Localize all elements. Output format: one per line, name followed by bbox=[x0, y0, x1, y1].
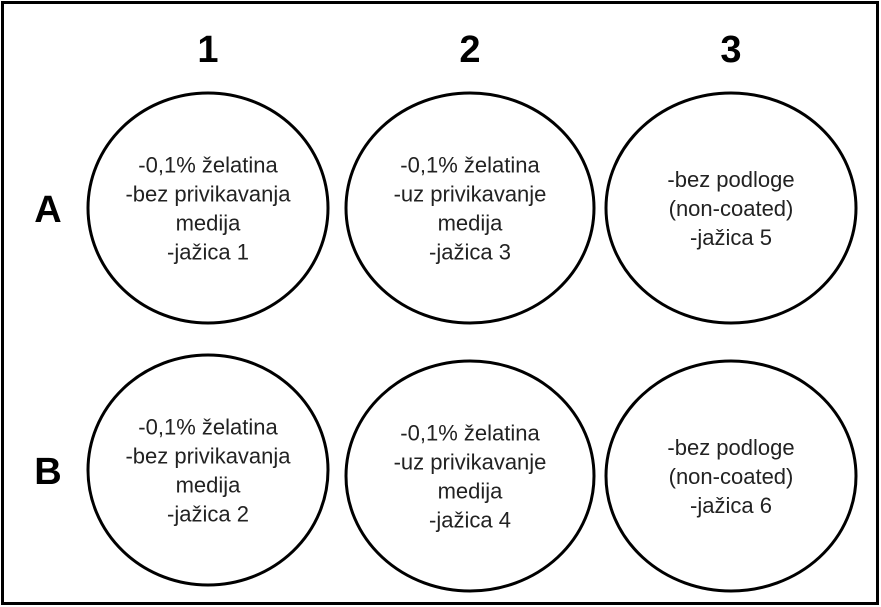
well bbox=[604, 91, 858, 325]
well-text-line: -jažica 1 bbox=[167, 240, 249, 265]
well-text-line: medija bbox=[438, 479, 504, 504]
well-text-line: -jažica 5 bbox=[690, 225, 772, 250]
well-text-line: -jažica 4 bbox=[429, 508, 511, 533]
column-label: 3 bbox=[720, 29, 741, 71]
row-label: B bbox=[34, 451, 61, 493]
column-label: 1 bbox=[197, 29, 218, 71]
well-text-line: -bez podloge bbox=[667, 167, 794, 192]
well-text-line: -jažica 2 bbox=[167, 502, 249, 527]
well-text-line: -uz privikavanje bbox=[394, 182, 547, 207]
well bbox=[344, 91, 596, 325]
well bbox=[344, 359, 596, 593]
well-text-line: -0,1% želatina bbox=[400, 153, 540, 178]
well-text-line: -bez podloge bbox=[667, 435, 794, 460]
well-text-line: -0,1% želatina bbox=[138, 153, 278, 178]
well-text-line: (non-coated) bbox=[669, 464, 794, 489]
well bbox=[604, 359, 858, 593]
well bbox=[86, 91, 330, 325]
row-label: A bbox=[34, 189, 61, 231]
well-text-line: -bez privikavanja bbox=[125, 444, 291, 469]
well-text-line: (non-coated) bbox=[669, 196, 794, 221]
well-text-line: -jažica 3 bbox=[429, 240, 511, 265]
well-text-line: -0,1% želatina bbox=[400, 421, 540, 446]
well-text-line: -jažica 6 bbox=[690, 493, 772, 518]
well-text-line: -0,1% želatina bbox=[138, 415, 278, 440]
well-text-line: medija bbox=[176, 473, 242, 498]
well-text-line: -uz privikavanje bbox=[394, 450, 547, 475]
well-text-line: -bez privikavanja bbox=[125, 182, 291, 207]
well bbox=[86, 353, 330, 587]
well-text-line: medija bbox=[176, 211, 242, 236]
column-label: 2 bbox=[459, 29, 480, 71]
well-text-line: medija bbox=[438, 211, 504, 236]
